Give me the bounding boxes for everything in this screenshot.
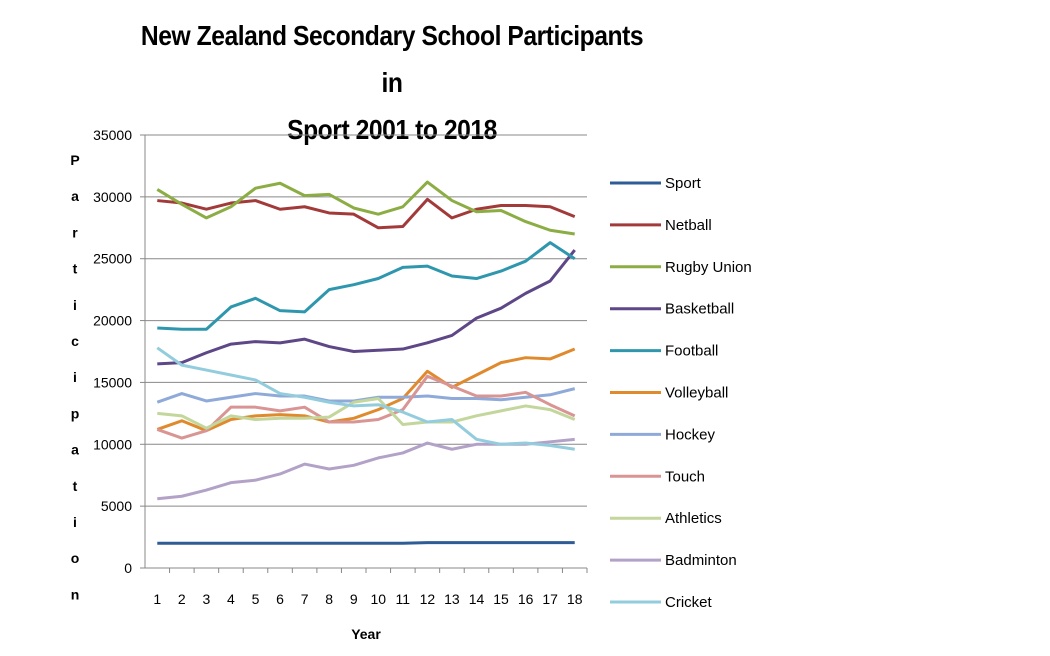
- x-tick-label: 18: [567, 591, 583, 607]
- series-line-badminton: [157, 437, 575, 501]
- x-tick-label: 4: [227, 591, 235, 607]
- y-axis-label-letter: n: [71, 586, 80, 602]
- x-tick-label: 7: [301, 591, 309, 607]
- y-tick-label: 35000: [93, 127, 132, 143]
- legend-label: Badminton: [665, 552, 737, 569]
- y-tick-label: 10000: [93, 436, 132, 452]
- legend-label: Football: [665, 343, 718, 360]
- legend-label: Rugby Union: [665, 259, 752, 276]
- y-axis-label-letter: c: [71, 333, 79, 349]
- y-tick-label: 0: [124, 560, 132, 576]
- series-line-athletics: [157, 397, 576, 430]
- legend-label: Cricket: [665, 594, 713, 611]
- legend-label: Athletics: [665, 510, 722, 527]
- y-tick-label: 25000: [93, 251, 132, 267]
- x-tick-label: 16: [518, 591, 534, 607]
- x-tick-label: 9: [350, 591, 358, 607]
- y-axis-label-letter: p: [71, 405, 80, 421]
- series-line-netball: [157, 197, 576, 230]
- x-tick-label: 10: [370, 591, 386, 607]
- legend-label: Touch: [665, 468, 705, 485]
- x-tick-label: 3: [202, 591, 210, 607]
- y-tick-label: 20000: [93, 313, 132, 329]
- legend-label: Netball: [665, 217, 712, 234]
- legend-label: Basketball: [665, 301, 734, 318]
- x-tick-label: 17: [542, 591, 558, 607]
- y-axis-label-letter: a: [71, 188, 79, 204]
- y-axis-label-letter: P: [70, 152, 79, 168]
- y-axis-label-letter: r: [72, 224, 78, 240]
- y-axis-label-letter: t: [73, 478, 78, 494]
- chart-title-line-2: Sport 2001 to 2018: [287, 114, 497, 145]
- x-tick-label: 12: [420, 591, 436, 607]
- y-axis-label-letter: o: [71, 550, 80, 566]
- legend-label: Volleyball: [665, 385, 728, 402]
- series-line-football: [157, 241, 576, 331]
- series-line-volleyball: [156, 347, 576, 433]
- series-line-sport: [157, 541, 575, 545]
- x-axis-label: Year: [351, 626, 381, 642]
- y-tick-label: 30000: [93, 189, 132, 205]
- y-tick-label: 15000: [93, 374, 132, 390]
- series-line-cricket: [156, 346, 575, 451]
- x-tick-label: 1: [153, 591, 161, 607]
- series-line-rugby-union: [156, 180, 575, 236]
- series-line-basketball: [157, 249, 576, 366]
- legend-label: Sport: [665, 175, 702, 192]
- y-axis-label-letter: i: [73, 369, 77, 385]
- x-tick-label: 8: [325, 591, 333, 607]
- y-axis-label-letter: a: [71, 442, 79, 458]
- chart-title: New Zealand Secondary School Participant…: [128, 12, 656, 153]
- chart-title-line-1: New Zealand Secondary School Participant…: [140, 20, 644, 98]
- y-axis-label-letter: i: [73, 297, 77, 313]
- x-tick-label: 6: [276, 591, 284, 607]
- x-tick-label: 14: [469, 591, 485, 607]
- x-tick-label: 11: [396, 591, 411, 607]
- y-tick-label: 5000: [101, 498, 132, 514]
- x-tick-label: 5: [252, 591, 260, 607]
- series-line-touch: [156, 374, 576, 440]
- x-tick-label: 2: [178, 591, 186, 607]
- x-tick-label: 13: [444, 591, 460, 607]
- y-axis-label-letter: t: [73, 261, 78, 277]
- legend-label: Hockey: [665, 426, 716, 443]
- x-tick-label: 15: [493, 591, 509, 607]
- y-axis-label-letter: i: [73, 514, 77, 530]
